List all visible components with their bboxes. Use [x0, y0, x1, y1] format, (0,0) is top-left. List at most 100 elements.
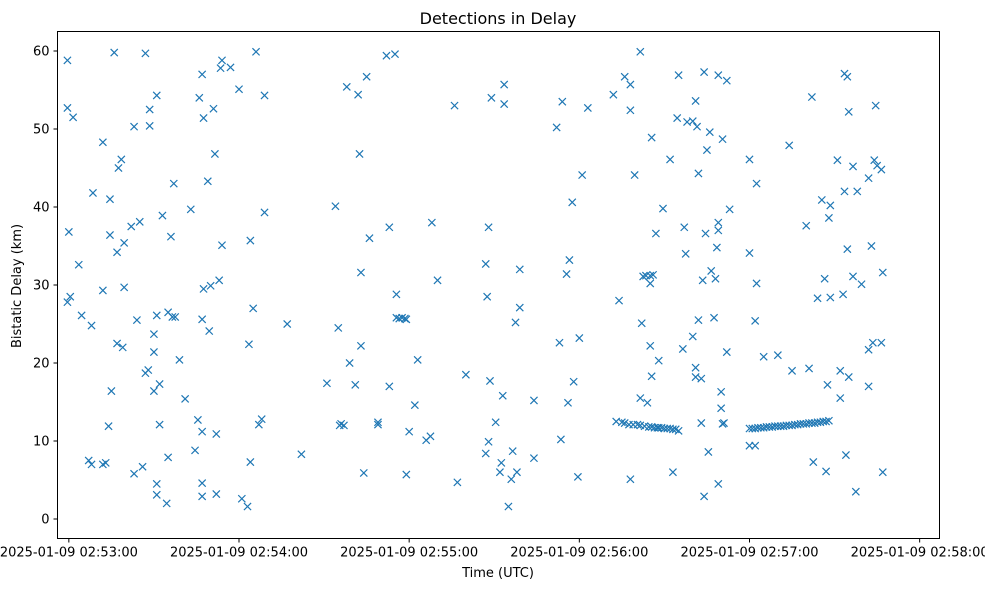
- data-point: [688, 332, 697, 341]
- data-point: [563, 398, 573, 407]
- data-point: [556, 435, 565, 444]
- data-point: [848, 272, 858, 281]
- data-point: [322, 379, 331, 388]
- data-point: [77, 311, 86, 320]
- data-point: [745, 424, 754, 433]
- data-point: [331, 202, 340, 211]
- data-point: [98, 286, 107, 295]
- data-point: [802, 221, 811, 230]
- data-point: [700, 492, 709, 501]
- data-point: [507, 475, 516, 484]
- y-tick-label: 10: [33, 435, 50, 450]
- data-point: [725, 205, 734, 214]
- data-point: [745, 248, 754, 258]
- x-tick-label: 2025-01-09 02:54:00: [170, 546, 308, 561]
- data-point: [206, 281, 215, 290]
- data-point: [722, 76, 731, 85]
- data-point: [843, 245, 852, 254]
- data-point: [762, 422, 771, 431]
- data-point: [692, 122, 702, 131]
- data-point: [450, 101, 459, 110]
- data-point: [833, 156, 842, 165]
- data-point: [515, 303, 524, 312]
- x-tick-label: 2025-01-09 02:55:00: [340, 546, 478, 561]
- data-point: [745, 441, 754, 450]
- data-point: [130, 469, 139, 478]
- data-point: [583, 103, 592, 112]
- y-tick-label: 30: [33, 279, 50, 294]
- data-point: [681, 249, 690, 258]
- data-point: [354, 90, 363, 99]
- data-point: [500, 80, 509, 89]
- data-point: [198, 479, 207, 488]
- chart-title: Detections in Delay: [420, 9, 577, 28]
- data-point: [209, 104, 218, 113]
- data-point: [680, 223, 689, 232]
- data-point: [283, 319, 292, 329]
- data-point: [573, 472, 582, 481]
- data-point: [813, 294, 822, 303]
- data-point: [453, 478, 462, 487]
- data-point: [666, 155, 675, 164]
- data-point: [181, 394, 190, 403]
- data-point: [529, 454, 538, 463]
- data-point: [697, 374, 706, 383]
- data-point: [691, 96, 700, 105]
- data-point: [807, 92, 816, 102]
- data-point: [646, 271, 655, 280]
- data-point: [175, 355, 184, 364]
- data-point: [636, 394, 645, 403]
- data-point: [117, 155, 126, 164]
- data-point: [193, 415, 202, 424]
- data-point: [822, 467, 831, 476]
- data-point: [817, 195, 826, 205]
- data-point: [186, 205, 195, 214]
- data-point: [426, 432, 435, 441]
- data-point: [484, 223, 493, 232]
- data-point: [345, 358, 354, 368]
- data-point: [203, 177, 212, 186]
- data-point: [385, 382, 394, 391]
- data-point: [152, 490, 161, 499]
- data-point: [198, 427, 207, 436]
- data-point: [359, 468, 368, 478]
- data-point: [569, 377, 578, 386]
- data-point: [688, 117, 697, 126]
- data-point: [839, 290, 848, 299]
- data-point: [155, 420, 164, 429]
- data-point: [826, 201, 835, 210]
- data-point: [878, 468, 887, 477]
- data-point: [169, 179, 178, 188]
- data-point: [410, 401, 419, 410]
- data-point: [643, 398, 652, 407]
- data-point: [647, 372, 656, 381]
- data-point: [101, 458, 110, 467]
- data-point: [152, 91, 161, 100]
- data-point: [633, 420, 642, 429]
- data-point: [105, 195, 114, 204]
- data-point: [615, 296, 624, 305]
- data-point: [555, 338, 564, 347]
- data-point: [512, 468, 521, 477]
- data-point: [191, 446, 200, 455]
- data-point: [132, 316, 141, 325]
- data-point: [390, 50, 400, 59]
- data-point: [495, 468, 504, 477]
- data-point: [636, 47, 645, 56]
- data-point: [110, 48, 119, 57]
- data-point: [805, 419, 814, 428]
- data-point: [362, 72, 371, 81]
- data-point: [226, 63, 235, 72]
- data-point: [246, 458, 255, 467]
- data-point: [844, 373, 853, 382]
- data-point: [620, 72, 629, 81]
- data-point: [234, 85, 244, 94]
- data-point: [647, 133, 656, 142]
- data-point: [558, 97, 567, 106]
- data-point: [120, 283, 129, 292]
- data-point: [138, 462, 147, 471]
- data-point: [254, 420, 263, 429]
- data-point: [356, 341, 365, 350]
- data-point: [868, 338, 877, 347]
- data-point: [339, 421, 348, 430]
